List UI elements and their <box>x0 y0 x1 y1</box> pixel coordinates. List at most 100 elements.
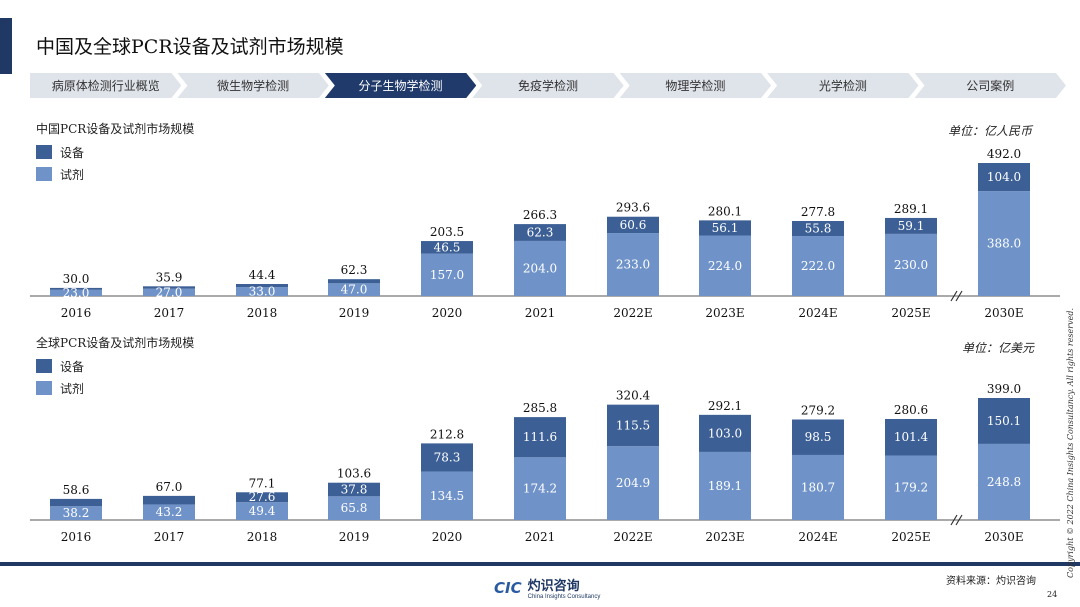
axis-break-mark <box>955 290 963 302</box>
nav-item[interactable]: 物理学检测 <box>620 73 771 98</box>
total-label: 293.6 <box>616 201 650 215</box>
global-chart-title: 全球PCR设备及试剂市场规模 <box>36 336 195 350</box>
total-label: 44.4 <box>249 268 276 282</box>
source-note: 资料来源：灼识咨询 <box>946 576 1036 587</box>
bar-equipment <box>607 404 659 447</box>
bar-equipment <box>328 482 380 497</box>
reagent-swatch <box>36 167 52 181</box>
equipment-label: 59.1 <box>898 219 925 233</box>
reagent-label: 49.4 <box>249 504 276 518</box>
reagent-label: 47.0 <box>341 283 368 297</box>
footer-line <box>0 562 1080 566</box>
equipment-swatch <box>36 359 52 373</box>
nav-item[interactable]: 公司案例 <box>915 73 1066 98</box>
page-number: 24 <box>1047 590 1058 599</box>
logo-en: China Insights Consultancy <box>527 594 601 600</box>
cic-logo: CIC 灼识咨询 China Insights Consultancy <box>494 575 601 601</box>
bar-reagent <box>328 283 380 296</box>
total-label: 58.6 <box>63 483 90 497</box>
bar-equipment <box>885 217 937 234</box>
bar-reagent <box>607 233 659 296</box>
nav-item[interactable]: 微生物学检测 <box>177 73 328 98</box>
nav-item[interactable]: 免疫学检测 <box>472 73 623 98</box>
axis-break-mark <box>950 514 958 526</box>
copyright: Copyright © 2022 China Insights Consulta… <box>1066 307 1075 578</box>
reagent-label: 388.0 <box>987 237 1021 251</box>
bar-equipment <box>328 279 380 284</box>
bar-reagent <box>792 236 844 296</box>
section-nav: 病原体检测行业概览 微生物学检测 分子生物学检测 免疫学检测 物理学检测 光学检… <box>30 73 1062 98</box>
equipment-label: 78.3 <box>434 450 461 464</box>
page-title: 中国及全球PCR设备及试剂市场规模 <box>36 36 344 58</box>
x-tick-label: 2016 <box>61 530 92 544</box>
bar-reagent <box>421 253 473 296</box>
total-label: 266.3 <box>523 208 557 222</box>
equipment-label: 150.1 <box>987 414 1021 428</box>
equipment-label: 56.1 <box>712 221 739 235</box>
reagent-label: 65.8 <box>341 501 368 515</box>
x-tick-label: 2022E <box>613 530 652 544</box>
x-tick-label: 2018 <box>247 530 278 544</box>
equipment-label: 46.5 <box>434 240 461 254</box>
bar-reagent <box>143 288 195 296</box>
reagent-label: 222.0 <box>801 259 835 273</box>
china-chart-title: 中国PCR设备及试剂市场规模 <box>36 122 195 136</box>
x-tick-label: 2018 <box>247 306 278 320</box>
bar-reagent <box>699 451 751 520</box>
total-label: 279.2 <box>801 403 835 417</box>
bar-equipment <box>421 443 473 472</box>
bar-reagent <box>50 506 102 520</box>
bar-equipment <box>792 220 844 237</box>
nav-item[interactable]: 光学检测 <box>767 73 918 98</box>
x-tick-label: 2021 <box>525 306 556 320</box>
equipment-label: 103.0 <box>708 426 742 440</box>
bar-reagent <box>236 287 288 296</box>
reagent-swatch <box>36 381 52 395</box>
equipment-label: 37.8 <box>341 483 368 497</box>
total-label: 292.1 <box>708 399 742 413</box>
bar-equipment <box>699 414 751 452</box>
x-tick-label: 2024E <box>798 306 837 320</box>
x-tick-label: 2016 <box>61 306 92 320</box>
total-label: 289.1 <box>894 202 928 216</box>
equipment-label: 60.6 <box>620 218 647 232</box>
bar-equipment <box>607 216 659 234</box>
legend-label: 设备 <box>60 359 85 374</box>
reagent-label: 204.0 <box>523 261 557 275</box>
global-chart-unit: 单位：亿美元 <box>962 341 1035 355</box>
bar-reagent <box>328 496 380 520</box>
total-label: 320.4 <box>616 389 651 403</box>
reagent-label: 204.9 <box>616 476 650 490</box>
title-accent-bar <box>0 18 12 74</box>
bar-reagent <box>885 233 937 296</box>
total-label: 62.3 <box>341 263 368 277</box>
reagent-label: 174.2 <box>523 482 557 496</box>
bar-equipment <box>50 287 102 290</box>
x-tick-label: 2024E <box>798 530 837 544</box>
nav-item[interactable]: 病原体检测行业概览 <box>30 73 181 98</box>
bar-equipment <box>514 224 566 241</box>
logo-cn: 灼识咨询 <box>527 579 580 594</box>
bar-equipment <box>421 241 473 254</box>
nav-item-active[interactable]: 分子生物学检测 <box>325 73 476 98</box>
reagent-label: 33.0 <box>249 285 276 299</box>
bar-reagent <box>885 455 937 520</box>
total-label: 103.6 <box>337 467 371 481</box>
x-tick-label: 2019 <box>339 530 370 544</box>
legend-label: 设备 <box>60 145 85 160</box>
x-tick-label: 2021 <box>525 530 556 544</box>
x-tick-label: 2017 <box>154 530 185 544</box>
bar-reagent <box>421 471 473 520</box>
bar-equipment <box>885 418 937 456</box>
total-label: 203.5 <box>430 225 464 239</box>
reagent-label: 134.5 <box>430 489 464 503</box>
bar-equipment <box>236 492 288 503</box>
equipment-label: 55.8 <box>805 222 832 236</box>
total-label: 77.1 <box>249 476 276 490</box>
bar-equipment <box>699 220 751 236</box>
x-tick-label: 2025E <box>891 306 930 320</box>
x-tick-label: 2019 <box>339 306 370 320</box>
reagent-label: 38.2 <box>63 506 90 520</box>
equipment-label: 62.3 <box>527 226 554 240</box>
total-label: 35.9 <box>156 270 183 284</box>
